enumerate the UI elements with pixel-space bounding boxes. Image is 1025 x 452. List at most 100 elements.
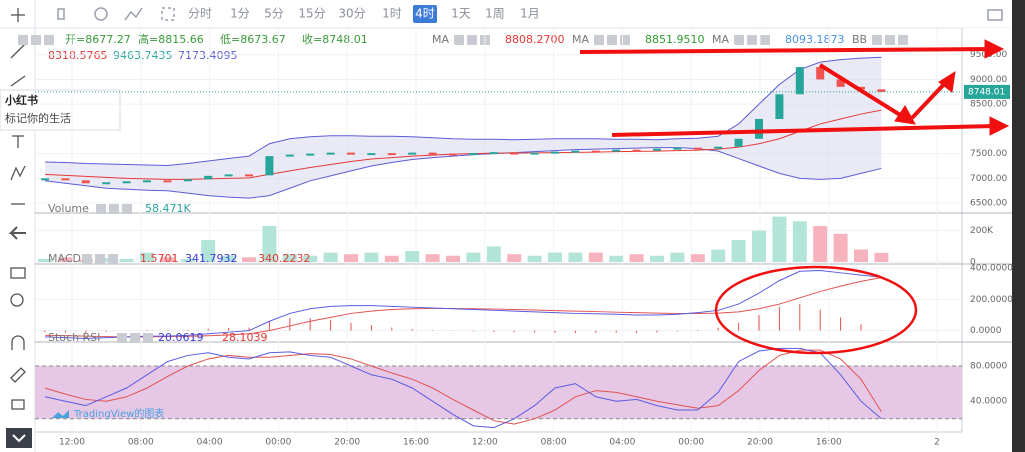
volume-bar (405, 251, 420, 262)
volume-bar (140, 252, 154, 262)
interval-button[interactable]: 1周 (485, 7, 505, 21)
last-price-label: 8748.01 (968, 87, 1005, 97)
fib-icon[interactable] (10, 75, 26, 87)
interval-button[interactable]: 1天 (451, 7, 471, 21)
y-tick-label: 0 (970, 258, 976, 268)
annotations (579, 39, 1010, 355)
candle (612, 149, 621, 152)
candle (591, 150, 600, 153)
interval-button[interactable]: 1月 (520, 7, 540, 21)
legend-control (117, 333, 127, 343)
bb-value: 7173.4095 (178, 49, 238, 62)
candle (347, 152, 355, 155)
x-tick-label: 2 (934, 438, 940, 448)
volume-bar (262, 225, 277, 262)
indicator-icon[interactable] (124, 7, 143, 21)
stoch-band (35, 366, 962, 419)
arrow-head (938, 71, 956, 93)
volume-bar (670, 252, 685, 262)
volume-value: 58.471K (145, 202, 191, 215)
camera-icon[interactable] (987, 9, 1003, 21)
interval-button[interactable]: 1时 (382, 7, 402, 21)
y-tick-label: 7500.00 (970, 149, 1007, 159)
candle (122, 181, 131, 184)
volume-bar (711, 249, 726, 262)
line-icon[interactable] (10, 43, 26, 59)
candle (755, 119, 763, 139)
popup-subtitle: 标记你的生活 (5, 111, 71, 125)
right-edge (1012, 0, 1025, 452)
legend-control (122, 204, 132, 214)
candle (571, 150, 580, 153)
interval-button[interactable]: 分时 (188, 7, 212, 21)
volume-bar (364, 252, 379, 262)
candle (816, 67, 825, 80)
bb-value: 8318.5765 (48, 49, 108, 62)
toolbar-icons (57, 7, 1003, 21)
zoom-icon[interactable] (10, 293, 24, 307)
volume-bar (772, 216, 787, 262)
ohlc-value: 高=8815.66 (138, 32, 204, 46)
x-tick-label: 04:00 (609, 438, 635, 448)
interval-button[interactable]: 30分 (338, 7, 365, 21)
chart-icon[interactable] (10, 267, 26, 279)
pane-label: Volume (48, 202, 89, 215)
y-tick-label: 80.0000 (970, 362, 1007, 372)
last-price-bg (964, 84, 1010, 99)
x-tick-label: 16:00 (816, 438, 842, 448)
bb-lower (44, 147, 882, 199)
pane-label: MACD (48, 252, 81, 265)
stoch-value: 20.0619 (158, 331, 204, 344)
x-tick-label: 12:00 (59, 438, 85, 448)
candle (530, 152, 539, 155)
arrow-line (579, 47, 996, 54)
pattern-icon[interactable] (10, 165, 26, 181)
pencil-icon[interactable] (10, 367, 26, 383)
volume-bar (446, 255, 460, 262)
ma-value: 8851.9510 (645, 33, 705, 46)
interval-button[interactable]: 5分 (264, 7, 284, 21)
sidebar-icons (8, 8, 26, 410)
arrow-head (984, 39, 1005, 59)
magnet-icon[interactable] (11, 335, 25, 350)
volume-bar (160, 257, 175, 262)
legend-control (454, 35, 464, 45)
volume-bar (609, 255, 624, 262)
volume-bar (221, 255, 236, 262)
ma-label: MA (712, 33, 729, 46)
back-icon[interactable] (8, 226, 26, 240)
interval-button[interactable]: 1分 (230, 7, 250, 21)
volume-bar (486, 246, 501, 262)
legend-control (747, 35, 757, 45)
y-tick-label: 200K (970, 226, 994, 236)
candle (224, 174, 233, 177)
legend-control (760, 35, 770, 45)
interval-button[interactable]: 15分 (298, 7, 325, 21)
ma-value: 8093.1873 (785, 33, 845, 46)
candle (81, 180, 90, 184)
x-tick-label: 08:00 (541, 438, 567, 448)
ma-value: 8808.2700 (505, 33, 565, 46)
x-tick-label: 12:00 (472, 438, 498, 448)
collapse-button[interactable] (6, 428, 32, 448)
volume-bar (466, 252, 481, 262)
legend-control (109, 204, 119, 214)
legend-control (82, 254, 92, 264)
volume-bar (507, 254, 522, 262)
candle (469, 153, 478, 156)
volume-bar (731, 240, 746, 262)
candle-icon[interactable] (57, 8, 65, 20)
ma-label: MA (572, 33, 589, 46)
interval-button[interactable]: 4时 (415, 7, 435, 21)
settings-icon[interactable] (94, 7, 108, 21)
arrow-line (611, 124, 996, 137)
y-tick-label: 200.0000 (970, 295, 1013, 305)
lock-icon[interactable] (11, 399, 25, 410)
bb-fill (45, 57, 882, 199)
fullscreen-icon[interactable] (161, 7, 175, 21)
legend-control (31, 35, 41, 45)
y-tick-label: 9000.00 (970, 75, 1007, 85)
candle (326, 152, 335, 155)
